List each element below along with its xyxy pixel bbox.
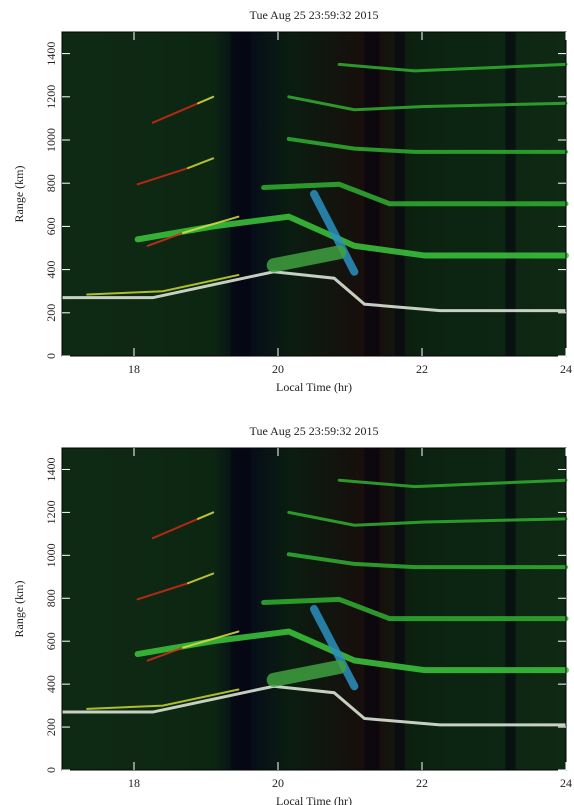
echo-trace bbox=[197, 511, 215, 520]
plot-frame bbox=[61, 447, 567, 771]
y-tick-label: 1400 bbox=[44, 42, 58, 66]
y-tick-label: 1400 bbox=[44, 457, 58, 481]
plot-frame bbox=[61, 31, 567, 357]
echo-trace bbox=[287, 95, 568, 112]
y-tick-label: 1000 bbox=[44, 128, 58, 152]
x-axis-label: Local Time (hr) bbox=[276, 380, 352, 394]
y-tick-label: 600 bbox=[44, 632, 58, 650]
echo-trace bbox=[151, 102, 200, 124]
echo-trace bbox=[187, 572, 215, 585]
dark-band bbox=[505, 32, 516, 356]
x-axis-label: Local Time (hr) bbox=[276, 794, 352, 805]
dark-band bbox=[364, 32, 380, 356]
echo-trace bbox=[60, 684, 568, 727]
echo-trace bbox=[261, 596, 569, 622]
y-tick-label: 600 bbox=[44, 217, 58, 235]
y-tick-label: 1200 bbox=[44, 500, 58, 524]
echo-trace bbox=[197, 95, 215, 105]
echo-trace bbox=[310, 190, 359, 276]
y-axis-label: Range (km) bbox=[12, 581, 26, 638]
echo-trace bbox=[287, 510, 568, 527]
echo-trace bbox=[187, 157, 215, 170]
dark-band bbox=[394, 32, 405, 356]
y-tick-label: 800 bbox=[44, 174, 58, 192]
x-tick-label: 22 bbox=[416, 776, 428, 790]
echo-trace bbox=[310, 605, 359, 691]
x-tick-label: 18 bbox=[128, 776, 140, 790]
echo-trace bbox=[146, 231, 184, 247]
dark-band bbox=[230, 32, 251, 356]
dark-band bbox=[505, 448, 516, 770]
dark-band bbox=[230, 448, 251, 770]
x-tick-label: 18 bbox=[128, 362, 140, 376]
echo-trace bbox=[261, 181, 569, 207]
echo-trace bbox=[146, 646, 184, 662]
y-tick-label: 400 bbox=[44, 261, 58, 279]
x-tick-label: 24 bbox=[560, 776, 572, 790]
y-tick-label: 0 bbox=[44, 353, 58, 359]
x-tick-label: 20 bbox=[272, 776, 284, 790]
y-tick-label: 200 bbox=[44, 718, 58, 736]
y-axis-label: Range (km) bbox=[12, 166, 26, 223]
x-tick-label: 24 bbox=[560, 362, 572, 376]
y-tick-label: 1200 bbox=[44, 85, 58, 109]
dark-band bbox=[364, 448, 380, 770]
echo-trace bbox=[266, 659, 347, 687]
echo-trace bbox=[337, 62, 568, 73]
x-tick-label: 20 bbox=[272, 362, 284, 376]
dark-band bbox=[394, 448, 405, 770]
chart-title: Tue Aug 25 23:59:32 2015 bbox=[250, 424, 379, 438]
echo-trace bbox=[151, 517, 200, 540]
echo-trace bbox=[86, 274, 240, 296]
x-tick-label: 22 bbox=[416, 362, 428, 376]
y-tick-label: 400 bbox=[44, 675, 58, 693]
echo-trace bbox=[286, 136, 568, 154]
y-tick-label: 1000 bbox=[44, 543, 58, 567]
echo-trace bbox=[60, 270, 568, 313]
echo-trace bbox=[286, 552, 568, 570]
echo-trace bbox=[266, 245, 347, 273]
echo-trace bbox=[136, 582, 189, 601]
chart-title: Tue Aug 25 23:59:32 2015 bbox=[250, 8, 379, 22]
echo-trace bbox=[86, 688, 240, 710]
echo-trace bbox=[181, 215, 240, 234]
echo-trace bbox=[136, 167, 189, 186]
y-tick-label: 200 bbox=[44, 304, 58, 322]
y-tick-label: 0 bbox=[44, 767, 58, 773]
echo-trace bbox=[337, 478, 568, 489]
echo-trace bbox=[181, 630, 240, 649]
y-tick-label: 800 bbox=[44, 589, 58, 607]
